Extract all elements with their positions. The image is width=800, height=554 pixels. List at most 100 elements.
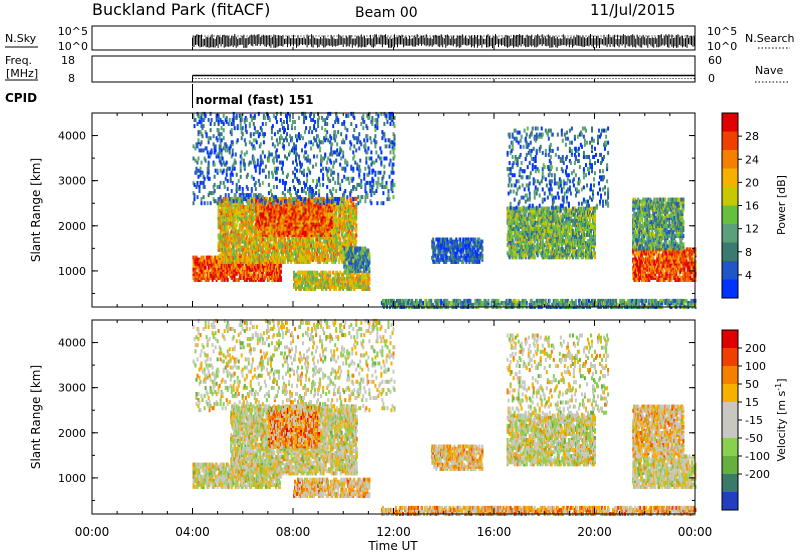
nsearch-tick-bottom: 10^0 bbox=[707, 40, 737, 53]
nsearch-tick-top: 10^5 bbox=[707, 25, 737, 38]
colorbar-swatch-2 bbox=[722, 150, 738, 169]
cbar-tick-label-0: 4 bbox=[745, 269, 752, 282]
velocity-colorbar-label: Velocity [m s-1] bbox=[774, 378, 788, 461]
colorbar-swatch-6 bbox=[722, 224, 738, 243]
ytick-label-0: 1000 bbox=[58, 265, 86, 278]
velocity-colorbar-label-main: Velocity [m s bbox=[775, 390, 788, 461]
velocity-axis: 1000 2000 3000 4000 bbox=[58, 319, 696, 514]
scatter-region-5 bbox=[192, 111, 396, 206]
nave-label: Nave bbox=[755, 64, 783, 77]
x-axis-label: Time UT bbox=[367, 539, 418, 553]
scatter-region-4 bbox=[343, 246, 371, 273]
colorbar-swatch-1 bbox=[722, 131, 738, 151]
colorbar-swatch-4 bbox=[722, 187, 738, 206]
nsearch-label: N.Search bbox=[745, 32, 795, 45]
cbar-tick-label-2: 50 bbox=[745, 378, 759, 391]
ytick-label-1: 2000 bbox=[58, 427, 86, 440]
colorbar-swatch-0 bbox=[722, 113, 738, 132]
colorbar-swatch-9 bbox=[722, 492, 738, 511]
scatter-region-9 bbox=[632, 404, 685, 458]
xtick-label-2: 08:00 bbox=[276, 525, 311, 539]
power-colorbar-ticks: 4 8 12 16 20 24 28 bbox=[738, 130, 759, 282]
velocity-colorbar-swatches bbox=[722, 330, 738, 511]
colorbar-swatch-1 bbox=[722, 348, 738, 367]
xtick-label-1: 04:00 bbox=[175, 525, 210, 539]
cbar-tick-label-6: 28 bbox=[745, 130, 759, 143]
colorbar-swatch-5 bbox=[722, 205, 738, 225]
colorbar-swatch-8 bbox=[722, 261, 738, 280]
cbar-tick-label-1: 100 bbox=[745, 360, 766, 373]
colorbar-swatch-3 bbox=[722, 168, 738, 188]
colorbar-swatch-9 bbox=[722, 279, 738, 299]
power-colorbar: 4 8 12 16 20 24 28 Power [dB] bbox=[721, 112, 788, 299]
xtick-label-0: 00:00 bbox=[75, 525, 110, 539]
colorbar-swatch-3 bbox=[722, 384, 738, 403]
scatter-region-4 bbox=[192, 318, 396, 413]
velocity-colorbar: 200 100 50 15 -15 -50 -100 -200 Velocity [m s-1… bbox=[721, 329, 788, 511]
velocity-colorbar-label-sup: -1 bbox=[774, 383, 783, 391]
scatter-region-2 bbox=[267, 405, 321, 449]
xtick-label-5: 20:00 bbox=[577, 525, 612, 539]
cbar-tick-label-7: -200 bbox=[745, 468, 770, 481]
power-colorbar-swatches bbox=[722, 113, 738, 299]
colorbar-swatch-4 bbox=[722, 402, 738, 421]
colorbar-swatch-7 bbox=[722, 242, 738, 262]
nsky-activity bbox=[192, 34, 695, 48]
power-ylabel: Slant Range [km] bbox=[29, 158, 43, 262]
velocity-ylabel: Slant Range [km] bbox=[29, 365, 43, 469]
scatter-region-9 bbox=[632, 247, 697, 282]
colorbar-swatch-0 bbox=[722, 330, 738, 349]
scatter-region-3 bbox=[293, 477, 371, 498]
ytick-label-3: 4000 bbox=[58, 337, 86, 350]
scatter-region-3 bbox=[293, 270, 371, 291]
scatter-region-7 bbox=[506, 206, 596, 260]
xtick-label-6: 00:00 bbox=[678, 525, 713, 539]
nsky-tick-top: 10^5 bbox=[58, 25, 88, 38]
cbar-tick-label-4: 20 bbox=[745, 176, 759, 189]
freq-strip: Freq. [MHz] 18 8 60 0 Nave bbox=[5, 54, 790, 85]
velocity-panel: 1000 2000 3000 4000 Slant Range [km] bbox=[29, 318, 697, 516]
plot-title: Buckland Park (fitACF) bbox=[92, 0, 270, 19]
colorbar-swatch-6 bbox=[722, 438, 738, 457]
cbar-tick-label-4: -15 bbox=[745, 414, 763, 427]
freq-label: Freq. bbox=[5, 54, 32, 67]
cbar-tick-label-2: 12 bbox=[745, 223, 759, 236]
cbar-tick-label-0: 200 bbox=[745, 342, 766, 355]
nsky-label: N.Sky bbox=[5, 32, 37, 45]
power-colorbar-label: Power [dB] bbox=[775, 175, 788, 235]
power-panel: 1000 2000 3000 4000 Slant Range [km] bbox=[29, 111, 697, 309]
ytick-label-2: 3000 bbox=[58, 175, 86, 188]
cbar-tick-label-1: 8 bbox=[745, 246, 752, 259]
scatter-region-10 bbox=[632, 197, 685, 251]
cbar-tick-label-3: 15 bbox=[745, 396, 759, 409]
x-axis: 00:00 04:00 08:00 12:00 16:00 20:00 00:00 bbox=[75, 47, 713, 539]
cbar-tick-label-3: 16 bbox=[745, 200, 759, 213]
power-scatter bbox=[192, 111, 697, 309]
colorbar-swatch-8 bbox=[722, 474, 738, 493]
cpid-text: normal (fast) 151 bbox=[196, 93, 314, 107]
xtick-label-4: 16:00 bbox=[477, 525, 512, 539]
xtick-label-3: 12:00 bbox=[376, 525, 411, 539]
scatter-region-7 bbox=[506, 333, 610, 417]
cbar-tick-label-5: 24 bbox=[745, 153, 759, 166]
scatter-region-8 bbox=[506, 126, 610, 210]
colorbar-swatch-2 bbox=[722, 366, 738, 385]
ytick-label-2: 3000 bbox=[58, 382, 86, 395]
velocity-colorbar-ticks: 200 100 50 15 -15 -50 -100 -200 bbox=[738, 342, 770, 481]
scatter-region-6 bbox=[506, 413, 596, 467]
colorbar-swatch-7 bbox=[722, 456, 738, 475]
freq-unit-label: [MHz] bbox=[6, 67, 38, 80]
scatter-region-8 bbox=[632, 454, 697, 489]
nsky-strip: N.Sky 10^5 10^0 10^5 10^0 N.Search bbox=[5, 25, 795, 53]
date-label: 11/Jul/2015 bbox=[590, 1, 675, 19]
freq-tick-top: 18 bbox=[61, 54, 75, 67]
freq-trace bbox=[192, 74, 695, 82]
nsky-tick-bottom: 10^0 bbox=[58, 40, 88, 53]
beam-label: Beam 00 bbox=[355, 5, 418, 21]
cbar-tick-label-6: -100 bbox=[745, 450, 770, 463]
nave-tick-bottom: 0 bbox=[708, 72, 715, 85]
nave-tick-top: 60 bbox=[708, 54, 722, 67]
velocity-colorbar-label-end: ] bbox=[775, 378, 788, 382]
ytick-label-1: 2000 bbox=[58, 220, 86, 233]
nsky-trace bbox=[192, 34, 695, 48]
